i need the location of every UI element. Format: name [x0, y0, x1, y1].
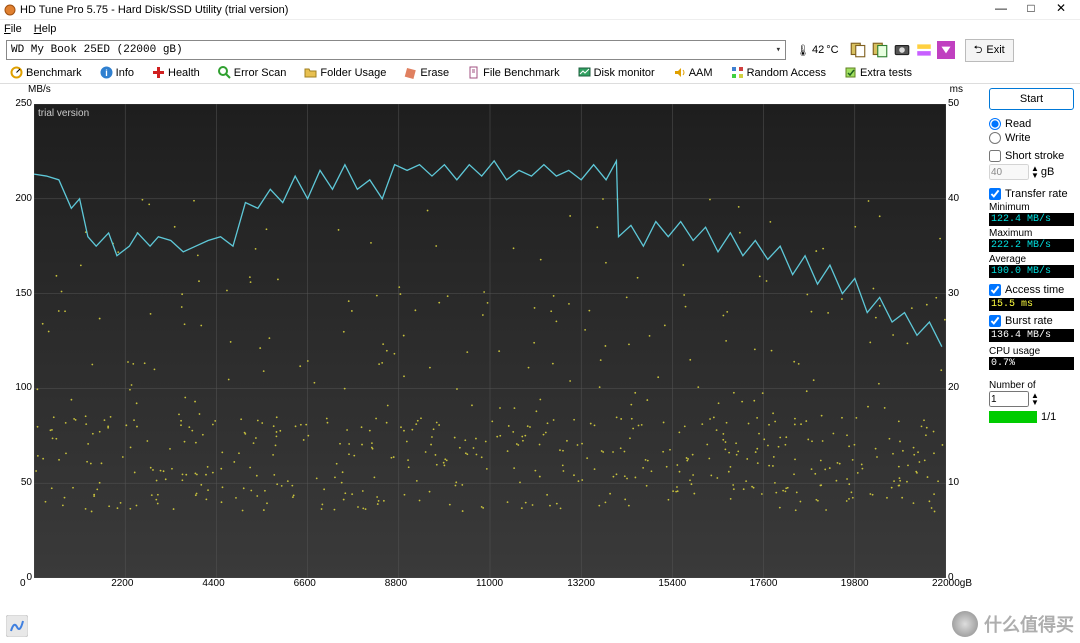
extra-icon	[844, 66, 857, 79]
toolbar: WD My Book 25ED (22000 gB) ▾ 🌡 42°C ⮌ Ex…	[0, 38, 1080, 62]
transfer-rate-checkbox[interactable]: Transfer rate	[989, 188, 1074, 200]
tab-random[interactable]: Random Access	[727, 64, 830, 81]
temp-value: 42	[812, 44, 824, 56]
drive-select-text: WD My Book 25ED (22000 gB)	[11, 44, 183, 56]
menu-file[interactable]: File	[4, 23, 22, 35]
number-of-input[interactable]	[989, 391, 1029, 407]
tab-health[interactable]: Health	[148, 64, 204, 81]
access-time-checkbox[interactable]: Access time	[989, 284, 1074, 296]
menubar: File Help	[0, 20, 1080, 38]
svg-text:trial version: trial version	[38, 108, 89, 119]
watermark-icon	[952, 611, 978, 637]
exit-icon: ⮌	[974, 41, 983, 60]
temperature-display: 🌡 42°C	[796, 44, 839, 57]
read-option[interactable]: Read	[989, 118, 1074, 130]
save-screenshot-icon[interactable]	[893, 41, 911, 59]
benchmark-chart-pane: MB/s ms 050100150200250 01020304050 tria…	[0, 84, 983, 640]
tab-folder[interactable]: Folder Usage	[300, 64, 390, 81]
minimum-value: 122.4 MB/s	[989, 213, 1074, 226]
minimize-button[interactable]: —	[986, 1, 1016, 19]
temp-unit: °C	[826, 44, 838, 56]
number-of-spinner[interactable]: ▲▼	[1031, 392, 1045, 406]
close-button[interactable]: ✕	[1046, 1, 1076, 19]
benchmark-controls: Start Read Write Short stroke ▲▼ gB Tran…	[983, 84, 1080, 640]
titlebar: HD Tune Pro 5.75 - Hard Disk/SSD Utility…	[0, 0, 1080, 20]
maximize-button[interactable]: □	[1016, 1, 1046, 19]
copy-screenshot-icon[interactable]	[849, 41, 867, 59]
benchmark-icon	[10, 66, 23, 79]
random-icon	[731, 66, 744, 79]
diskmon-icon	[578, 66, 591, 79]
short-stroke-row: ▲▼ gB	[989, 164, 1074, 180]
x-axis: 0220044006600880011000132001540017600198…	[34, 578, 946, 592]
tab-aam[interactable]: AAM	[669, 64, 717, 81]
write-option[interactable]: Write	[989, 132, 1074, 144]
access-time-value: 15.5 ms	[989, 298, 1074, 311]
short-stroke-checkbox[interactable]: Short stroke	[989, 150, 1074, 162]
watermark: 什么值得买	[952, 611, 1074, 637]
tab-info[interactable]: iInfo	[96, 64, 138, 81]
average-value: 190.0 MB/s	[989, 265, 1074, 278]
options-icon[interactable]	[915, 41, 933, 59]
health-icon	[152, 66, 165, 79]
tab-errorscan[interactable]: Error Scan	[214, 64, 291, 81]
plot-area: trial version	[34, 104, 946, 578]
progress-text: 1/1	[1041, 411, 1056, 423]
exit-label: Exit	[986, 44, 1004, 56]
copy-info-icon[interactable]	[871, 41, 889, 59]
tab-erase[interactable]: Erase	[400, 64, 453, 81]
progress-bar	[989, 411, 1037, 423]
errorscan-icon	[218, 66, 231, 79]
tab-filebench[interactable]: File Benchmark	[463, 64, 563, 81]
maximum-value: 222.2 MB/s	[989, 239, 1074, 252]
tabs: Benchmark iInfo Health Error Scan Folder…	[0, 62, 1080, 84]
short-stroke-input[interactable]	[989, 164, 1029, 180]
exit-button[interactable]: ⮌ Exit	[965, 39, 1014, 62]
y-axis-left: 050100150200250	[6, 104, 34, 580]
y-axis-right: 01020304050	[946, 104, 966, 580]
short-stroke-spinner[interactable]: ▲▼	[1031, 165, 1039, 179]
window-title: HD Tune Pro 5.75 - Hard Disk/SSD Utility…	[20, 4, 986, 16]
tray-icon[interactable]	[6, 615, 28, 637]
chevron-down-icon: ▾	[776, 45, 781, 55]
svg-text:i: i	[105, 68, 108, 78]
drive-select[interactable]: WD My Book 25ED (22000 gB) ▾	[6, 40, 786, 60]
tab-diskmon[interactable]: Disk monitor	[574, 64, 659, 81]
app-icon	[4, 4, 16, 16]
filebench-icon	[467, 66, 480, 79]
burst-rate-checkbox[interactable]: Burst rate	[989, 315, 1074, 327]
tab-extra[interactable]: Extra tests	[840, 64, 916, 81]
aam-icon	[673, 66, 686, 79]
info-icon: i	[100, 66, 113, 79]
folder-icon	[304, 66, 317, 79]
minimize-tray-icon[interactable]	[937, 41, 955, 59]
menu-help[interactable]: Help	[34, 23, 57, 35]
thermometer-icon: 🌡	[796, 44, 810, 57]
cpu-usage-value: 0.7%	[989, 357, 1074, 370]
tab-benchmark[interactable]: Benchmark	[6, 64, 86, 81]
erase-icon	[404, 66, 417, 79]
start-button[interactable]: Start	[989, 88, 1074, 110]
burst-rate-value: 136.4 MB/s	[989, 329, 1074, 342]
